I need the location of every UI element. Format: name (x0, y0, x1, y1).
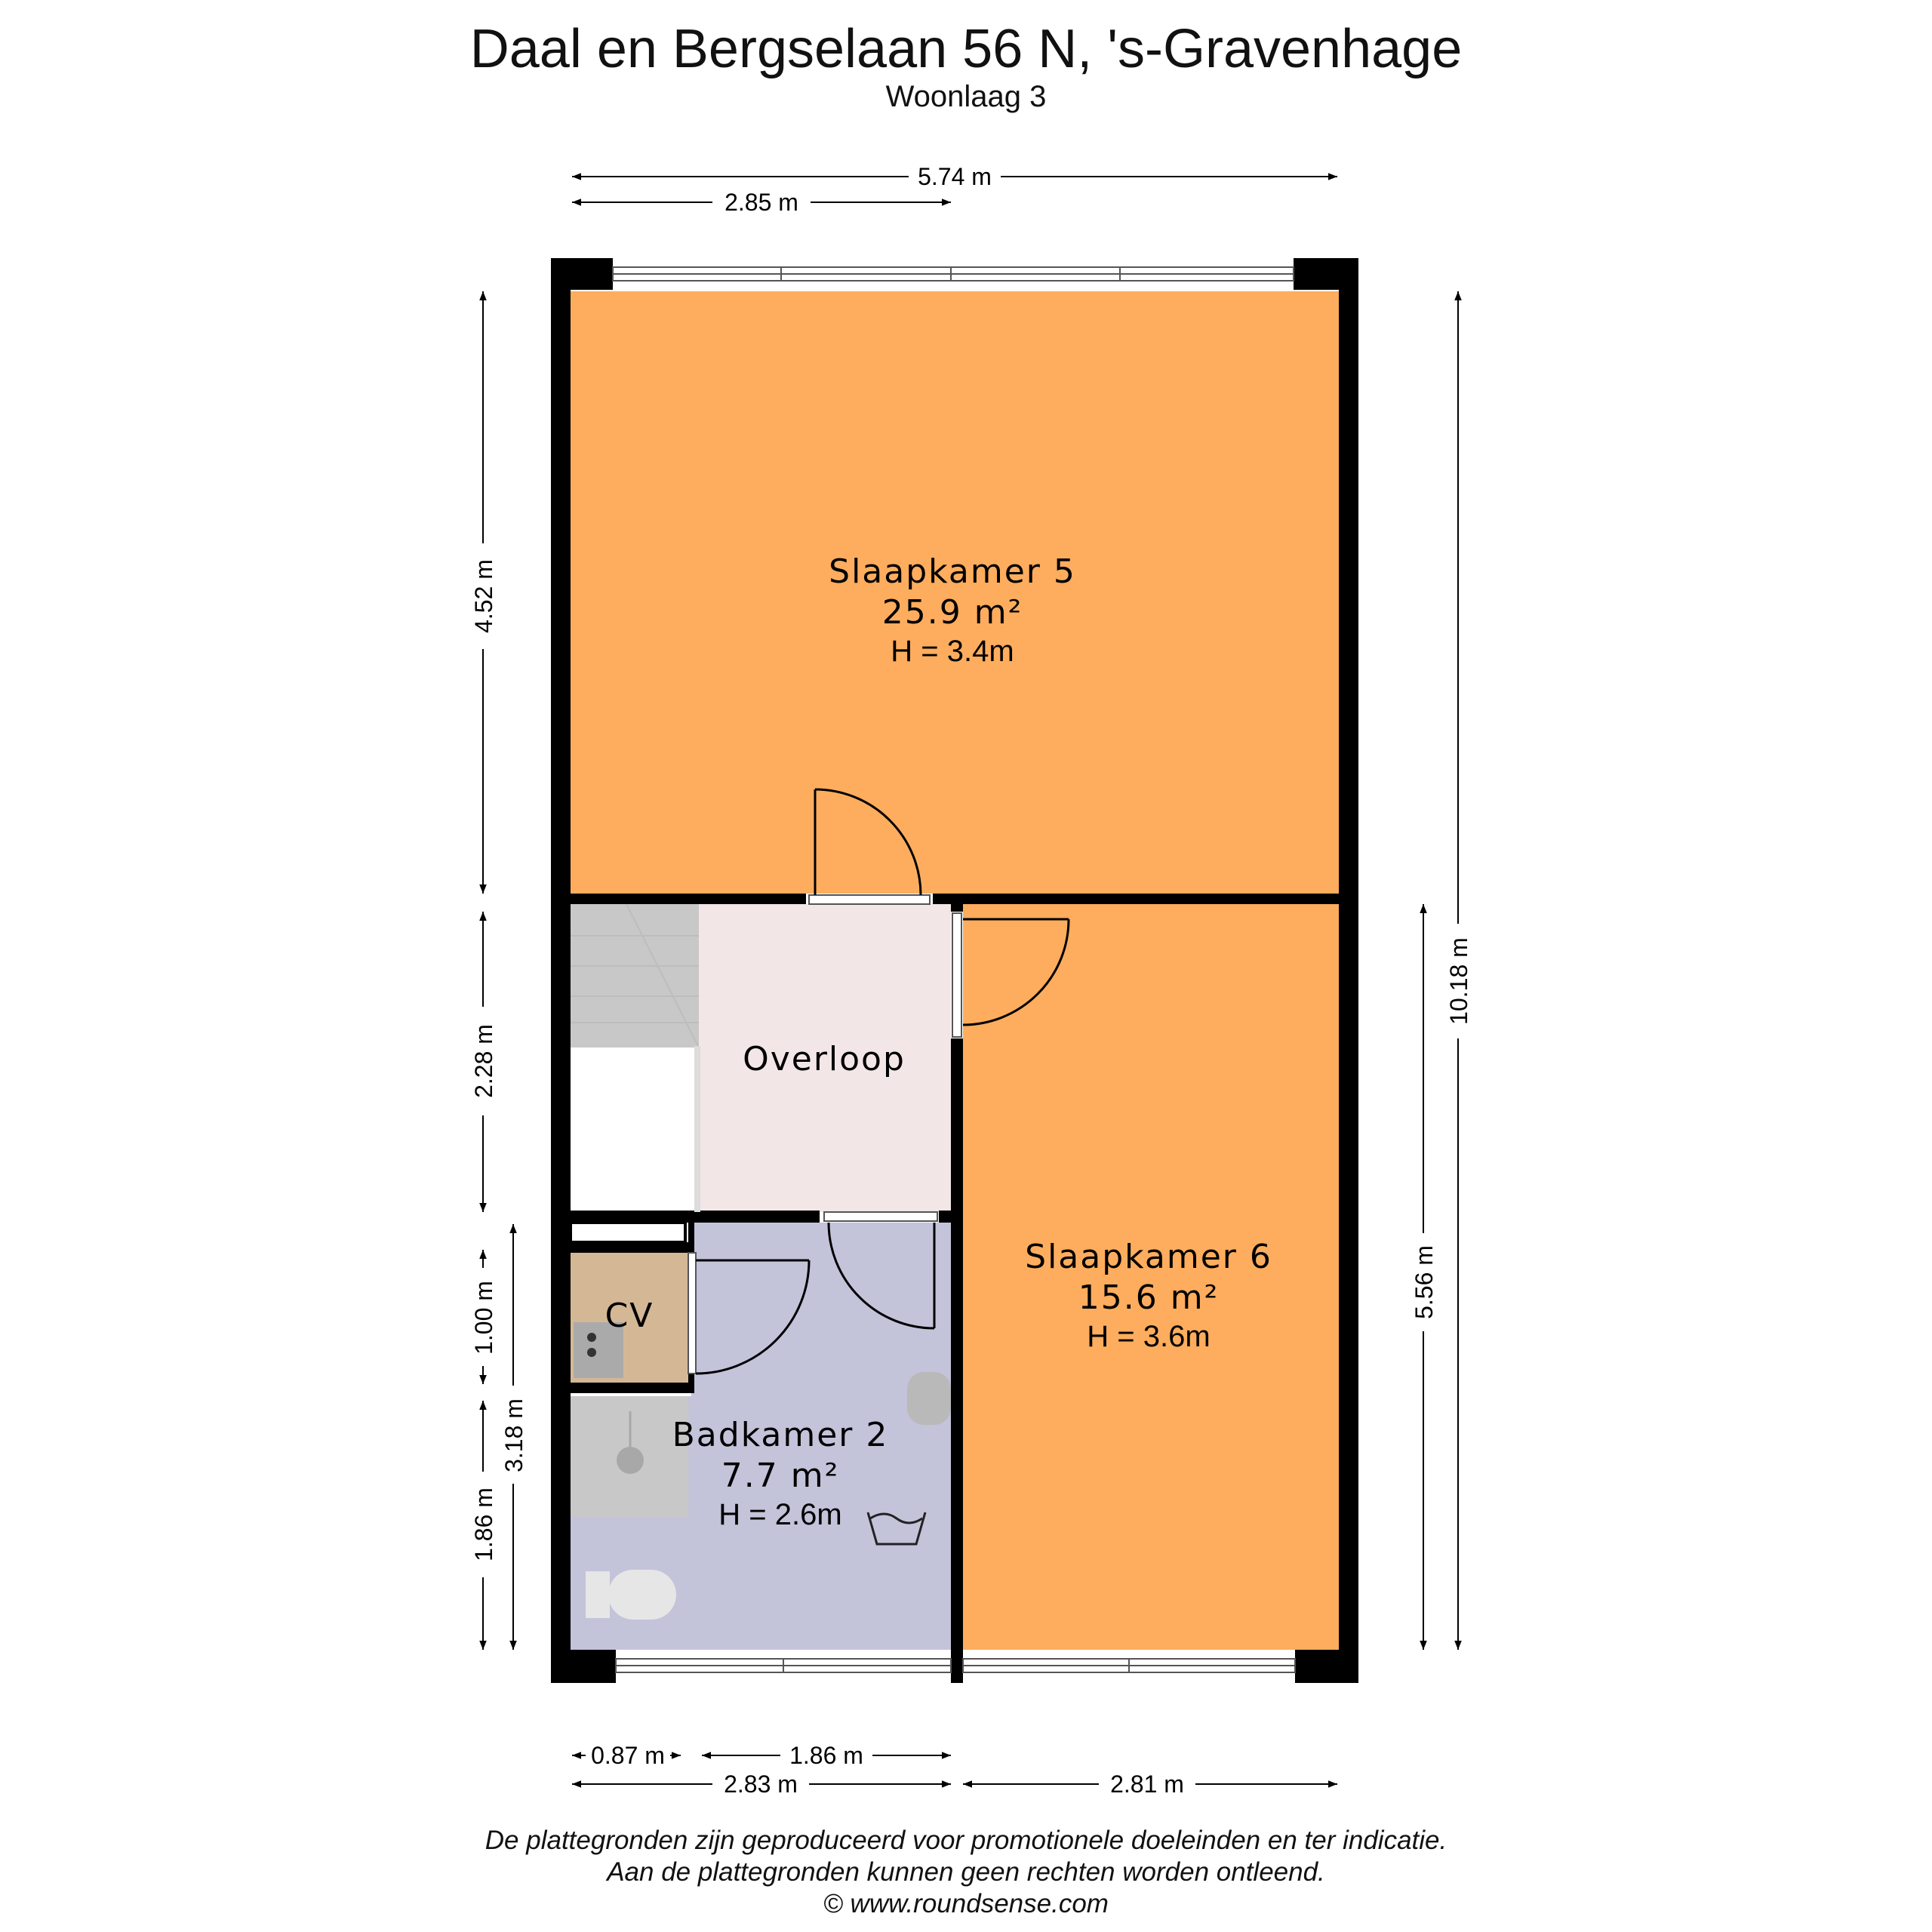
door-badkamer-2[interactable] (823, 1211, 938, 1330)
window-bottom (615, 1658, 1296, 1673)
shower-drain-icon (617, 1447, 644, 1474)
dim-left-452: 4.52 m (470, 559, 497, 633)
washing-symbol-icon (866, 1512, 927, 1546)
room-name-slaapkamer-5: Slaapkamer 5 (829, 552, 1076, 591)
room-name-slaapkamer-6: Slaapkamer 6 (1025, 1238, 1272, 1276)
room-height-slaapkamer-6: H = 3.6m (1087, 1320, 1210, 1353)
disclaimer-line-1: De plattegronden zijn geproduceerd voor … (485, 1826, 1447, 1855)
disclaimer-line-2: Aan de plattegronden kunnen geen rechten… (607, 1857, 1325, 1887)
room-height-badkamer-2: H = 2.6m (718, 1498, 841, 1531)
walls (551, 258, 1358, 1683)
dim-left-186: 1.86 m (470, 1487, 497, 1561)
dim-bottom-087: 0.87 m (591, 1742, 665, 1769)
room-area-slaapkamer-6: 15.6 m² (1078, 1278, 1219, 1317)
door-slaapkamer-6[interactable] (952, 912, 1070, 1038)
dim-left-100: 1.00 m (470, 1281, 497, 1355)
door-slaapkamer-5[interactable] (808, 788, 931, 905)
dim-top-left: 2.85 m (724, 189, 798, 216)
room-name-overloop: Overloop (743, 1040, 906, 1078)
stairs-icon (571, 903, 700, 1048)
toilet-icon (608, 1570, 676, 1620)
stairs-area (571, 904, 699, 1048)
room-height-slaapkamer-5: H = 3.4m (891, 635, 1014, 668)
room-area-badkamer-2: 7.7 m² (721, 1457, 839, 1495)
room-badkamer-2 (691, 1223, 951, 1650)
sink-icon (907, 1372, 951, 1425)
dim-left-318: 3.18 m (500, 1398, 528, 1472)
dim-right-556: 5.56 m (1411, 1245, 1438, 1319)
room-name-cv: CV (605, 1297, 654, 1335)
copyright-link[interactable]: © www.roundsense.com (823, 1889, 1109, 1918)
window-top (612, 266, 1294, 281)
dim-top-total: 5.74 m (918, 163, 992, 190)
dim-bottom-281: 2.81 m (1110, 1770, 1184, 1798)
plan-title: Daal en Bergselaan 56 N, 's-Gravenhage (469, 19, 1463, 79)
room-slaapkamer-5 (571, 291, 1339, 894)
room-area-slaapkamer-5: 25.9 m² (882, 593, 1023, 632)
dim-left-228: 2.28 m (470, 1024, 497, 1098)
room-slaapkamer-6 (963, 904, 1339, 1650)
dim-bottom-283: 2.83 m (724, 1770, 798, 1798)
dim-right-1018: 10.18 m (1445, 937, 1472, 1025)
door-cv[interactable] (688, 1252, 811, 1375)
dim-bottom-186: 1.86 m (789, 1742, 863, 1769)
stair-void (571, 1048, 699, 1212)
boiler-icon (574, 1322, 623, 1378)
room-name-badkamer-2: Badkamer 2 (672, 1416, 889, 1454)
plan-subtitle: Woonlaag 3 (885, 80, 1047, 113)
